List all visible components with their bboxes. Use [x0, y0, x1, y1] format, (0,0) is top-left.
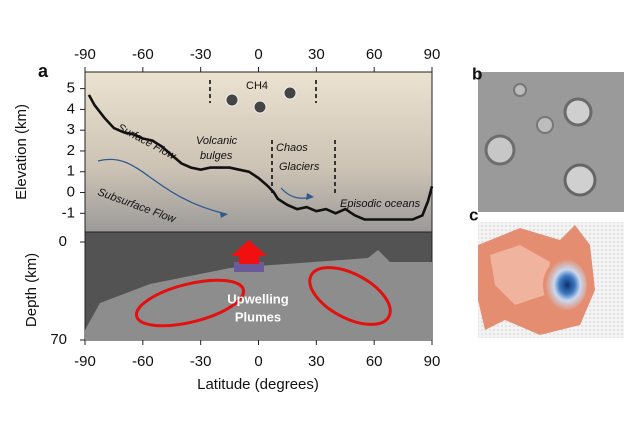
depth-tick-label: 0 [59, 233, 67, 250]
annotation: Upwelling [227, 291, 288, 306]
elevation-panel [84, 71, 433, 233]
y-tick-label: 3 [67, 121, 75, 138]
annotation: Plumes [235, 309, 281, 324]
x-tick-label: 0 [254, 46, 262, 63]
plume-head [234, 262, 264, 272]
panel-c-image [478, 222, 624, 338]
x-tick-label: -90 [74, 353, 96, 370]
y-tick-label: 0 [67, 183, 75, 200]
annotation: CH4 [246, 80, 268, 92]
y-tick-label: 5 [67, 80, 75, 97]
x-tick-label: 60 [366, 46, 383, 63]
y-tick-label: 1 [67, 163, 75, 180]
y-tick-label: 2 [67, 142, 75, 159]
panel-label: a [38, 61, 49, 81]
x-tick-label: -60 [132, 353, 154, 370]
annotation: Episodic oceans [340, 198, 421, 210]
y-tick-label: 4 [67, 100, 75, 117]
y-axis-label: Elevation (km) [13, 104, 30, 200]
y-tick-label: -1 [62, 204, 75, 221]
methane-molecules [225, 86, 297, 114]
annotation: bulges [200, 150, 233, 162]
x-tick-label: 30 [308, 353, 325, 370]
panel-label: b [472, 64, 482, 83]
panel-label: c [469, 205, 478, 224]
depth-tick-label: 70 [50, 331, 67, 348]
x-axis-label: Latitude (degrees) [197, 376, 319, 393]
annotation: Chaos [276, 142, 308, 154]
depth-axis-label: Depth (km) [23, 253, 40, 327]
panel-b-image [478, 72, 624, 212]
x-tick-label: -60 [132, 46, 154, 63]
x-tick-label: 90 [424, 353, 441, 370]
convection-cells [134, 266, 392, 328]
upwelling-arrow [231, 240, 267, 264]
x-tick-label: 0 [254, 353, 262, 370]
x-tick-label: -30 [190, 353, 212, 370]
elevation-profile [87, 94, 434, 221]
x-tick-label: -90 [74, 46, 96, 63]
x-tick-label: -30 [190, 46, 212, 63]
x-tick-label: 90 [424, 46, 441, 63]
annotation: Volcanic [196, 135, 238, 147]
x-tick-label: 30 [308, 46, 325, 63]
annotation: Glaciers [279, 161, 320, 173]
dashed-dividers [209, 80, 336, 195]
x-tick-label: 60 [366, 353, 383, 370]
